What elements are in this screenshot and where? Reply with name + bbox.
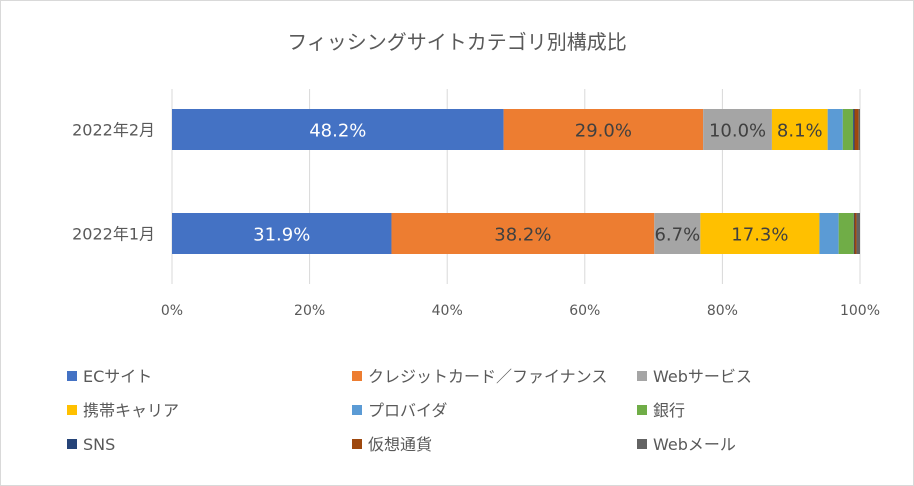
data-label: 31.9% xyxy=(253,225,310,246)
legend-swatch xyxy=(352,371,362,381)
bar-segment xyxy=(503,109,704,150)
legend-label: ECサイト xyxy=(83,367,152,386)
legend-label: Webサービス xyxy=(653,367,752,386)
bar-segment xyxy=(172,109,504,150)
data-label: 48.2% xyxy=(309,121,366,142)
bar-segment xyxy=(853,109,855,150)
bar-segment xyxy=(391,213,655,254)
bar-segment xyxy=(703,109,772,150)
bar-segment xyxy=(771,109,828,150)
bar-segment xyxy=(838,213,854,254)
legend-label: 携帯キャリア xyxy=(83,401,179,420)
y-category-label: 2022年2月 xyxy=(72,121,155,140)
legend-swatch xyxy=(67,439,77,449)
data-label: 10.0% xyxy=(709,121,766,142)
x-tick-label: 20% xyxy=(294,303,325,319)
legend-swatch xyxy=(352,405,362,415)
legend-label: 銀行 xyxy=(653,401,685,420)
x-tick-label: 60% xyxy=(569,303,600,319)
data-label: 29.0% xyxy=(575,121,632,142)
y-category-label: 2022年1月 xyxy=(72,225,155,244)
bar-segment xyxy=(819,213,839,254)
data-label: 6.7% xyxy=(654,225,700,246)
bar-segment xyxy=(700,213,820,254)
chart-title: フィッシングサイトカテゴリ別構成比 xyxy=(287,30,627,54)
bar-segment xyxy=(856,213,860,254)
x-tick-label: 100% xyxy=(840,303,880,319)
legend-swatch xyxy=(352,439,362,449)
x-tick-label: 0% xyxy=(161,303,183,319)
bars: 48.2% 29.0% 10.0% 8.1% 31.9% 38.2% 6.7% 17.3% xyxy=(172,109,860,254)
bar-segment xyxy=(172,213,392,254)
legend-swatch xyxy=(637,439,647,449)
bar-segment xyxy=(858,109,860,150)
legend-label: Webメール xyxy=(653,435,736,454)
x-tick-label: 40% xyxy=(432,303,463,319)
bar-segment xyxy=(654,213,701,254)
x-tick-label: 80% xyxy=(707,303,738,319)
legend-label: SNS xyxy=(83,435,115,454)
data-label: 8.1% xyxy=(777,121,823,142)
bar-segment xyxy=(853,213,855,254)
legend-swatch xyxy=(67,371,77,381)
legend-swatch xyxy=(637,405,647,415)
data-label: 17.3% xyxy=(731,225,788,246)
legend-swatch xyxy=(67,405,77,415)
data-label: 38.2% xyxy=(494,225,551,246)
legend-swatch xyxy=(637,371,647,381)
legend-label: 仮想通貨 xyxy=(368,435,432,454)
bar-segment xyxy=(842,109,854,150)
bar-segment xyxy=(854,213,857,254)
legend-label: クレジットカード／ファイナンス xyxy=(368,367,607,386)
legend-label: プロバイダ xyxy=(368,401,447,420)
bar-segment xyxy=(827,109,843,150)
axis-labels: 0% 20% 40% 60% 80% 100% 2022年2月 2022年1月 xyxy=(72,121,880,320)
bar-segment xyxy=(854,109,859,150)
